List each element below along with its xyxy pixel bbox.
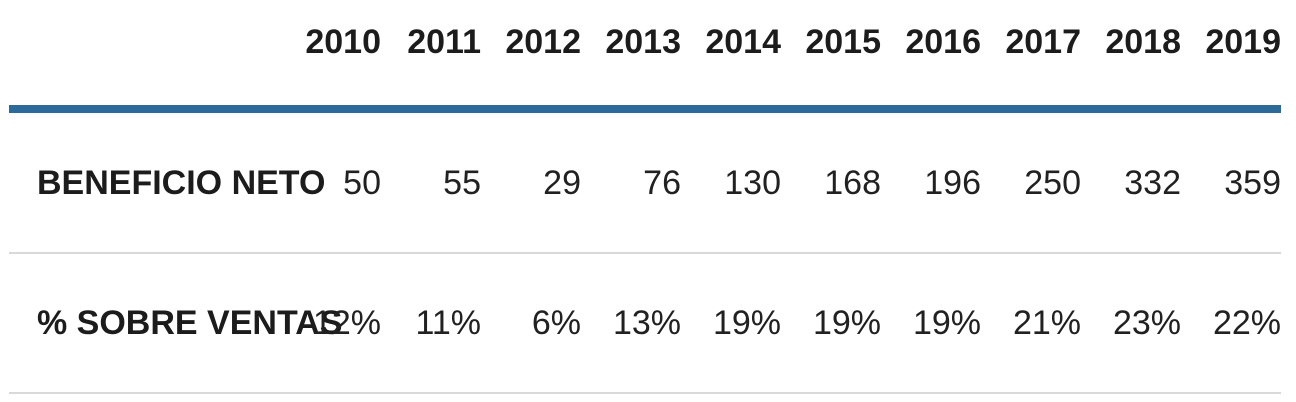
- row-label-beneficio-neto: BENEFICIO NETO: [37, 163, 326, 202]
- financial-table: 2010 2011 2012 2013 2014 2015 2016 2017 …: [9, 0, 1281, 394]
- beneficio-neto-2019: 359: [1224, 163, 1281, 202]
- sobre-ventas-2010: 12%: [312, 304, 381, 342]
- sobre-ventas-2016: 19%: [912, 304, 981, 342]
- year-header-2017: 2017: [1005, 23, 1081, 61]
- beneficio-neto-2013: 76: [643, 163, 681, 202]
- sobre-ventas-2013: 13%: [612, 304, 681, 342]
- sobre-ventas-2011: 11%: [415, 304, 481, 342]
- beneficio-neto-2014: 130: [724, 163, 781, 202]
- year-header-2015: 2015: [805, 23, 881, 61]
- beneficio-neto-2010: 50: [343, 163, 381, 202]
- year-header-2013: 2013: [605, 23, 681, 61]
- table-row-beneficio-neto: BENEFICIO NETO 50 55 29 76 130 168 196 2…: [9, 113, 1281, 254]
- header-corner-cell: [9, 0, 281, 105]
- year-header-2016: 2016: [905, 23, 981, 61]
- beneficio-neto-2012: 29: [543, 163, 581, 202]
- table-header-row: 2010 2011 2012 2013 2014 2015 2016 2017 …: [9, 0, 1281, 113]
- year-header-2018: 2018: [1105, 23, 1181, 61]
- sobre-ventas-2014: 19%: [712, 304, 781, 342]
- year-header-2014: 2014: [705, 23, 781, 61]
- year-header-2010: 2010: [305, 23, 381, 61]
- sobre-ventas-2012: 6%: [531, 304, 581, 342]
- year-header-2019: 2019: [1205, 23, 1281, 61]
- table-row-sobre-ventas: % SOBRE VENTAS 12% 11% 6% 13% 19% 19% 19…: [9, 254, 1281, 394]
- sobre-ventas-2017: 21%: [1012, 304, 1081, 342]
- year-header-2011: 2011: [407, 23, 481, 61]
- sobre-ventas-2018: 23%: [1112, 304, 1181, 342]
- beneficio-neto-2011: 55: [443, 163, 481, 202]
- year-header-2012: 2012: [505, 23, 581, 61]
- beneficio-neto-2015: 168: [824, 163, 881, 202]
- sobre-ventas-2015: 19%: [812, 304, 881, 342]
- beneficio-neto-2018: 332: [1124, 163, 1181, 202]
- row-label-sobre-ventas: % SOBRE VENTAS: [37, 304, 343, 342]
- beneficio-neto-2016: 196: [924, 163, 981, 202]
- sobre-ventas-2019: 22%: [1212, 304, 1281, 342]
- beneficio-neto-2017: 250: [1024, 163, 1081, 202]
